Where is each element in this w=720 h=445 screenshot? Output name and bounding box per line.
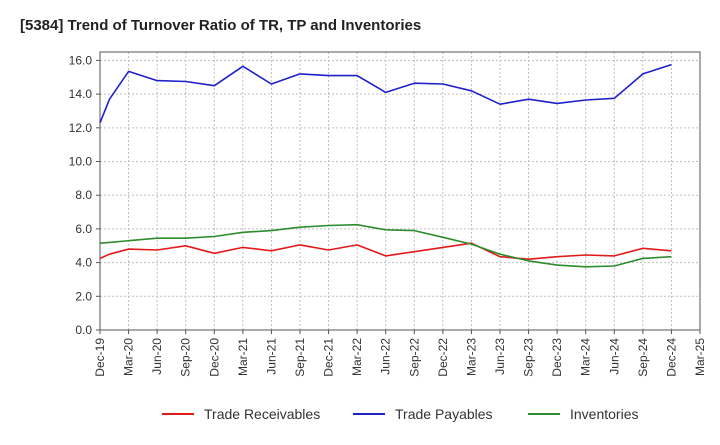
x-tick-label: Mar-25 (693, 338, 707, 376)
y-tick-label: 2.0 (75, 289, 92, 303)
y-tick-label: 14.0 (69, 87, 93, 101)
y-tick-label: 0.0 (75, 323, 92, 337)
series-line-1 (99, 63, 672, 124)
x-tick-label: Mar-22 (350, 338, 364, 376)
x-tick-label: Jun-20 (150, 338, 164, 375)
x-tick-label: Sep-20 (179, 338, 193, 377)
x-tick-label: Sep-24 (636, 338, 650, 377)
x-tick-label: Jun-21 (264, 338, 278, 375)
x-tick-label: Dec-21 (322, 338, 336, 377)
legend-label-2: Inventories (570, 406, 638, 422)
y-tick-label: 12.0 (69, 121, 93, 135)
legend: Trade Receivables Trade Payables Inventori… (162, 406, 638, 422)
y-tick-label: 8.0 (75, 188, 92, 202)
y-tick-label: 16.0 (69, 53, 93, 67)
x-tick-label: Dec-24 (664, 338, 678, 377)
chart-title: [5384] Trend of Turnover Ratio of TR, TP… (20, 17, 421, 34)
x-tick-label: Sep-23 (522, 338, 536, 377)
x-tick-label: Jun-23 (493, 338, 507, 375)
x-tick-label: Mar-21 (236, 338, 250, 376)
y-tick-label: 6.0 (75, 222, 92, 236)
x-tick-label: Dec-22 (436, 338, 450, 377)
y-tick-label: 10.0 (69, 155, 93, 169)
x-tick-label: Jun-24 (607, 338, 621, 375)
plot-frame (99, 51, 701, 331)
y-tick-label: 4.0 (75, 256, 92, 270)
x-tick-label: Mar-20 (122, 338, 136, 376)
x-tick-label: Sep-22 (407, 338, 421, 377)
axes: 0.0 2.0 4.0 6.0 8.0 10.0 12.0 14.0 16.0 Dec-19 Mar… (69, 51, 707, 377)
x-tick-label: Sep-21 (293, 338, 307, 377)
x-tick-label: Dec-20 (207, 338, 221, 377)
series-line-2 (99, 223, 672, 268)
x-tick-label: Mar-23 (464, 338, 478, 376)
x-tick-label: Mar-24 (579, 338, 593, 376)
series-line-0 (99, 242, 672, 261)
x-tick-label: Dec-23 (550, 338, 564, 377)
x-tick-label: Jun-22 (379, 338, 393, 375)
legend-label-1: Trade Payables (395, 406, 493, 422)
series-lines (99, 63, 672, 268)
grid-lines (99, 52, 701, 331)
legend-label-0: Trade Receivables (204, 406, 320, 422)
x-tick-label: Dec-19 (93, 338, 107, 377)
